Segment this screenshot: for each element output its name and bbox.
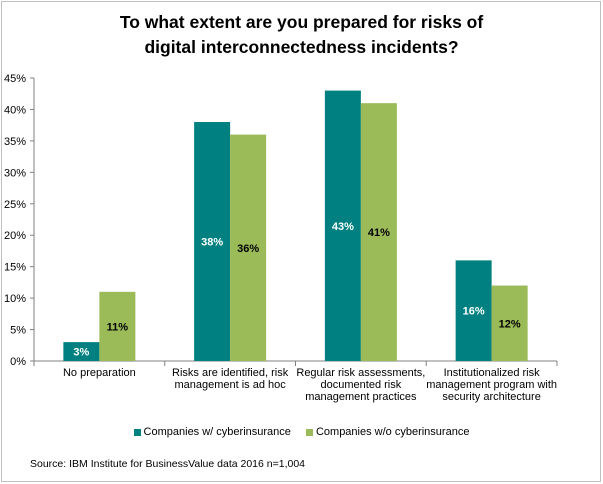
bar bbox=[491, 285, 528, 361]
y-tick-label: 25% bbox=[4, 199, 26, 211]
y-tick-label: 40% bbox=[4, 104, 26, 116]
x-category-label: Regular risk assessments, bbox=[296, 367, 425, 379]
data-label: 12% bbox=[499, 318, 521, 330]
x-category-label: security architecture bbox=[442, 391, 540, 403]
legend-swatch-with-cyberinsurance bbox=[133, 428, 141, 436]
x-category-label: No preparation bbox=[63, 367, 136, 379]
data-label: 16% bbox=[463, 306, 485, 318]
y-tick-label: 15% bbox=[4, 262, 26, 274]
bar bbox=[194, 122, 231, 362]
legend-label-with-cyberinsurance: Companies w/ cyberinsurance bbox=[143, 426, 291, 438]
bar bbox=[99, 291, 136, 361]
legend-label-without-cyberinsurance: Companies w/o cyberinsurance bbox=[315, 426, 470, 438]
source-note: Source: IBM Institute for BusinessValue … bbox=[30, 458, 306, 470]
x-category-label: management is ad hoc bbox=[174, 379, 286, 391]
y-tick-label: 10% bbox=[4, 293, 26, 305]
chart-title-line-2: digital interconnectedness incidents? bbox=[144, 37, 459, 57]
data-label: 43% bbox=[332, 221, 354, 233]
y-tick-label: 45% bbox=[4, 73, 26, 85]
data-label: 41% bbox=[368, 227, 390, 239]
bar bbox=[360, 103, 397, 362]
bar bbox=[324, 90, 361, 362]
x-category-label: management program with bbox=[426, 379, 557, 391]
x-category-label: Risks are identified, risk bbox=[172, 367, 289, 379]
y-tick-label: 5% bbox=[10, 325, 26, 337]
x-category-label: Institutionalized risk bbox=[444, 367, 540, 379]
legend-swatch-without-cyberinsurance bbox=[305, 428, 313, 436]
chart-title-line-1: To what extent are you prepared for risk… bbox=[119, 12, 484, 32]
data-label: 36% bbox=[237, 243, 259, 255]
data-label: 11% bbox=[107, 321, 129, 333]
y-tick-label: 0% bbox=[10, 356, 26, 368]
bar bbox=[63, 342, 100, 361]
data-label: 3% bbox=[73, 347, 89, 359]
chart-legend: Companies w/ cyberinsurance Companies w/… bbox=[0, 426, 603, 439]
x-category-label: management practices bbox=[305, 391, 417, 403]
legend-item-without-cyberinsurance: Companies w/o cyberinsurance bbox=[305, 426, 470, 438]
y-tick-label: 30% bbox=[4, 167, 26, 179]
data-label: 38% bbox=[201, 237, 223, 249]
y-tick-label: 20% bbox=[4, 230, 26, 242]
legend-item-with-cyberinsurance: Companies w/ cyberinsurance bbox=[133, 426, 291, 438]
x-category-label: documented risk bbox=[321, 379, 402, 391]
bar bbox=[455, 260, 492, 361]
bar bbox=[230, 134, 267, 361]
chart-title: To what extent are you prepared for risk… bbox=[0, 10, 603, 60]
y-tick-label: 35% bbox=[4, 136, 26, 148]
